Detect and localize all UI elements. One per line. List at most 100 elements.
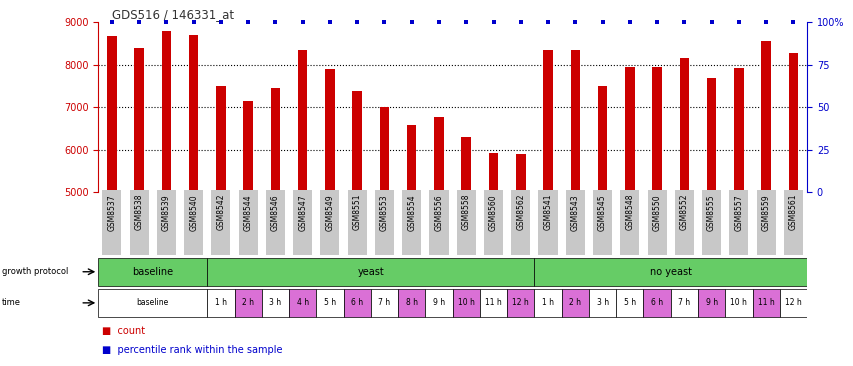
Bar [397, 289, 425, 317]
Bar [374, 190, 393, 255]
Text: ■  percentile rank within the sample: ■ percentile rank within the sample [102, 346, 282, 355]
Bar [243, 101, 252, 192]
Text: 10 h: 10 h [457, 298, 474, 307]
Bar [701, 190, 720, 255]
Bar [543, 50, 552, 192]
Bar [216, 86, 225, 192]
Bar [298, 50, 307, 192]
Text: GSM8537: GSM8537 [107, 194, 116, 231]
Bar [565, 190, 584, 255]
Text: GSM8553: GSM8553 [380, 194, 388, 231]
Text: GSM8538: GSM8538 [135, 194, 143, 231]
Text: GSM8562: GSM8562 [516, 194, 525, 231]
Bar [597, 86, 606, 192]
Bar [184, 190, 203, 255]
Text: 11 h: 11 h [757, 298, 774, 307]
Bar [238, 190, 258, 255]
Text: GSM8547: GSM8547 [298, 194, 307, 231]
Bar [325, 69, 334, 192]
Bar [452, 289, 479, 317]
Text: 11 h: 11 h [485, 298, 502, 307]
Text: GSM8539: GSM8539 [162, 194, 171, 231]
Text: GSM8552: GSM8552 [679, 194, 688, 231]
Text: 3 h: 3 h [595, 298, 608, 307]
Bar [130, 190, 148, 255]
Bar [592, 190, 612, 255]
Text: time: time [2, 298, 20, 307]
Bar [270, 88, 280, 192]
Bar [429, 190, 448, 255]
Bar [134, 48, 143, 192]
Bar [211, 190, 230, 255]
Bar [616, 289, 642, 317]
Text: baseline: baseline [132, 267, 173, 277]
Text: 9 h: 9 h [432, 298, 444, 307]
Text: GSM8540: GSM8540 [189, 194, 198, 231]
Bar [779, 289, 806, 317]
Bar [161, 31, 171, 192]
Bar [534, 258, 806, 286]
Text: GSM8542: GSM8542 [216, 194, 225, 231]
Bar [488, 153, 497, 192]
Bar [652, 67, 661, 192]
Text: GSM8560: GSM8560 [489, 194, 497, 231]
Text: GSM8545: GSM8545 [597, 194, 606, 231]
Bar [433, 117, 444, 192]
Bar [751, 289, 779, 317]
Text: 6 h: 6 h [351, 298, 363, 307]
Text: 8 h: 8 h [405, 298, 417, 307]
Bar [679, 58, 688, 192]
Text: 2 h: 2 h [569, 298, 581, 307]
Bar [456, 190, 475, 255]
Bar [402, 190, 421, 255]
Bar [787, 53, 798, 192]
Text: 7 h: 7 h [677, 298, 689, 307]
Bar [570, 50, 579, 192]
Bar [670, 289, 697, 317]
Text: 3 h: 3 h [269, 298, 281, 307]
Bar [479, 289, 507, 317]
Bar [783, 190, 802, 255]
Bar [761, 41, 770, 192]
Text: GSM8550: GSM8550 [652, 194, 661, 231]
Text: baseline: baseline [136, 298, 169, 307]
Bar [461, 137, 471, 192]
Bar [734, 68, 743, 192]
Bar [370, 289, 397, 317]
Text: growth protocol: growth protocol [2, 267, 68, 276]
Text: GSM8556: GSM8556 [434, 194, 443, 231]
Text: 5 h: 5 h [623, 298, 635, 307]
Text: 10 h: 10 h [729, 298, 746, 307]
Text: 12 h: 12 h [784, 298, 801, 307]
Text: GSM8544: GSM8544 [243, 194, 252, 231]
Text: GSM8561: GSM8561 [788, 194, 797, 231]
Text: GSM8549: GSM8549 [325, 194, 334, 231]
Bar [98, 258, 207, 286]
Bar [647, 190, 666, 255]
Bar [538, 190, 557, 255]
Text: GSM8543: GSM8543 [570, 194, 579, 231]
Text: 1 h: 1 h [215, 298, 227, 307]
Bar [189, 35, 198, 192]
Bar [507, 289, 534, 317]
Text: ■  count: ■ count [102, 326, 145, 336]
Bar [484, 190, 502, 255]
Bar [352, 91, 362, 192]
Bar [756, 190, 775, 255]
Bar [107, 37, 117, 192]
Bar [407, 125, 416, 192]
Text: GSM8555: GSM8555 [706, 194, 716, 231]
Text: GSM8548: GSM8548 [624, 194, 634, 231]
Bar [347, 190, 366, 255]
Bar [343, 289, 370, 317]
Bar [102, 190, 121, 255]
Bar [515, 154, 525, 192]
Bar [706, 78, 716, 192]
Bar [728, 190, 747, 255]
Bar [265, 190, 285, 255]
Text: 9 h: 9 h [705, 298, 717, 307]
Text: 1 h: 1 h [542, 298, 554, 307]
Text: GSM8558: GSM8558 [461, 194, 470, 231]
Bar [619, 190, 639, 255]
Text: yeast: yeast [357, 267, 384, 277]
